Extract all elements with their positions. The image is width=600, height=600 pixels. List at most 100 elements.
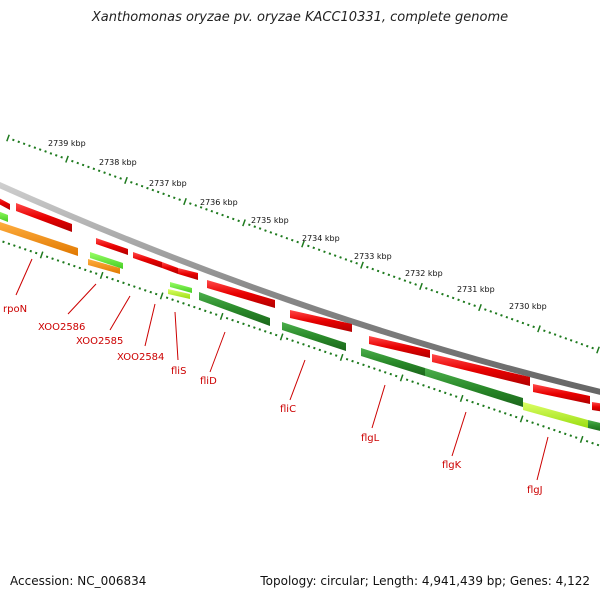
gene-arrow — [0, 198, 10, 210]
genome-summary-text: Topology: circular; Length: 4,941,439 bp… — [260, 574, 590, 588]
minor-tick — [313, 346, 316, 350]
minor-tick — [119, 177, 122, 180]
minor-tick — [317, 248, 321, 252]
minor-tick — [203, 309, 207, 313]
minor-tick — [449, 393, 453, 396]
minor-tick — [29, 249, 33, 253]
gene-label-flgJ: flgJ — [527, 485, 543, 496]
minor-tick — [591, 346, 594, 350]
minor-tick — [113, 175, 117, 178]
minor-tick — [116, 279, 120, 283]
minor-tick — [542, 425, 545, 428]
major-tick — [419, 282, 423, 290]
minor-tick — [382, 271, 385, 275]
minor-tick — [54, 154, 58, 157]
gene-arrow — [369, 336, 430, 358]
minor-tick — [435, 290, 439, 294]
gene-label-rpoN: rpoN — [3, 304, 27, 315]
minor-tick — [92, 167, 96, 171]
minor-tick — [465, 398, 469, 402]
leader-line — [536, 436, 549, 481]
minor-tick — [89, 270, 93, 273]
cds-block — [425, 368, 523, 407]
leader-line — [144, 303, 156, 347]
minor-tick — [302, 343, 305, 346]
leader-line — [209, 331, 226, 373]
minor-tick — [355, 261, 358, 265]
minor-tick — [411, 380, 414, 383]
minor-tick — [231, 217, 235, 221]
outer-scale-ticks — [6, 134, 600, 354]
gene-arrow — [432, 354, 530, 386]
cds-block — [168, 289, 190, 299]
minor-tick — [167, 194, 171, 198]
minor-tick — [199, 206, 203, 209]
minor-tick — [312, 246, 316, 250]
major-tick — [242, 219, 246, 227]
gene-label-flgL: flgL — [361, 433, 380, 444]
cds-block — [90, 252, 123, 269]
minor-tick — [484, 308, 487, 311]
minor-tick — [285, 337, 289, 341]
minor-tick — [323, 250, 326, 254]
minor-tick — [182, 302, 185, 305]
minor-tick — [558, 430, 562, 434]
minor-tick — [56, 259, 60, 262]
minor-tick — [333, 254, 337, 257]
minor-tick — [351, 359, 354, 363]
cds-block — [282, 322, 346, 351]
inner-scale-ticks — [2, 240, 600, 447]
gene-arrow — [133, 252, 162, 268]
minor-tick — [521, 321, 525, 325]
major-tick — [183, 198, 187, 206]
minor-tick — [553, 333, 557, 336]
minor-tick — [446, 294, 450, 298]
minor-tick — [290, 238, 294, 242]
minor-tick — [362, 363, 365, 367]
minor-tick — [87, 165, 90, 169]
minor-tick — [591, 441, 594, 445]
minor-tick — [103, 171, 106, 174]
kbp-scale-labels: 2739 kbp 2738 kbp 2737 kbp 2736 kbp 2735… — [48, 139, 547, 311]
minor-tick — [127, 283, 131, 287]
minor-tick — [143, 289, 147, 292]
minor-tick — [237, 219, 240, 223]
minor-tick — [130, 181, 133, 184]
minor-tick — [323, 350, 327, 354]
minor-tick — [366, 265, 369, 269]
minor-tick — [526, 323, 530, 327]
minor-tick — [193, 305, 196, 309]
minor-tick — [387, 273, 391, 277]
minor-tick — [67, 262, 71, 266]
cds-block — [88, 259, 120, 274]
minor-tick — [547, 426, 551, 430]
map-title: Xanthomonas oryzae pv. oryzae KACC10331,… — [91, 10, 509, 25]
minor-tick — [81, 163, 85, 167]
minor-tick — [575, 340, 578, 344]
minor-tick — [111, 277, 114, 281]
minor-tick — [165, 296, 169, 300]
minor-tick — [509, 413, 513, 417]
minor-tick — [23, 248, 27, 251]
minor-tick — [476, 402, 480, 406]
cds-block — [523, 402, 588, 428]
minor-tick — [236, 320, 240, 324]
minor-tick — [194, 204, 198, 207]
gene-label-fliS: fliS — [171, 366, 186, 377]
minor-tick — [189, 202, 192, 205]
minor-tick — [178, 198, 181, 201]
minor-tick — [427, 385, 431, 389]
minor-tick — [500, 314, 503, 317]
leader-line — [67, 283, 97, 315]
minor-tick — [17, 140, 21, 144]
major-tick — [360, 261, 364, 269]
gene-label-fliD: fliD — [200, 376, 217, 387]
minor-tick — [242, 322, 245, 326]
minor-tick — [398, 277, 401, 280]
kbp-label: 2739 kbp — [48, 139, 86, 148]
kbp-label: 2730 kbp — [509, 302, 547, 311]
minor-tick — [405, 378, 409, 382]
minor-tick — [248, 223, 251, 227]
gene-arrow — [178, 268, 198, 280]
